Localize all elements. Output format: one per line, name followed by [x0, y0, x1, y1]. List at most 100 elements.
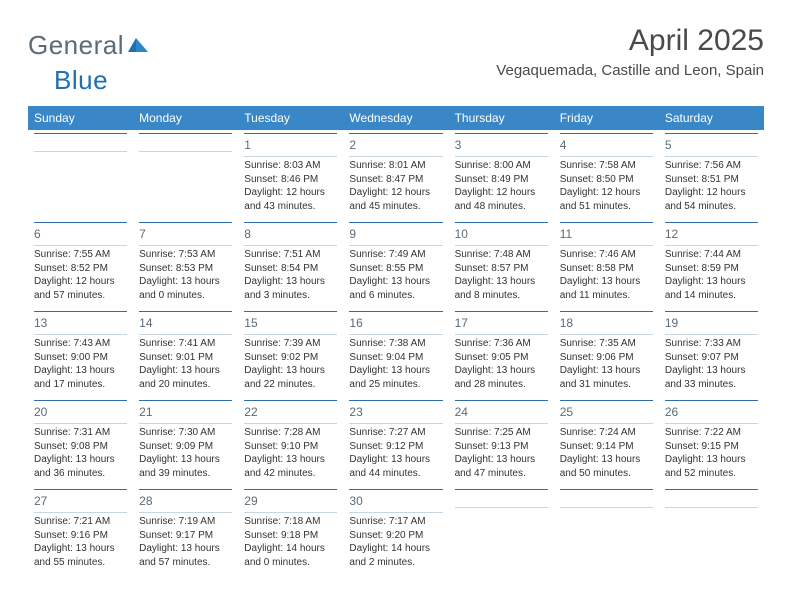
day2-text: and 39 minutes. — [139, 467, 232, 481]
day-number: 22 — [244, 405, 257, 419]
sunset-text: Sunset: 9:13 PM — [455, 440, 548, 454]
sunrise-text: Sunrise: 7:38 AM — [349, 337, 442, 351]
day-number: 12 — [665, 227, 678, 241]
calendar-cell: 13Sunrise: 7:43 AMSunset: 9:00 PMDayligh… — [28, 308, 133, 397]
day2-text: and 48 minutes. — [455, 200, 548, 214]
day-number: 1 — [244, 138, 251, 152]
sunset-text: Sunset: 8:46 PM — [244, 173, 337, 187]
calendar-cell: 16Sunrise: 7:38 AMSunset: 9:04 PMDayligh… — [343, 308, 448, 397]
sunrise-text: Sunrise: 7:48 AM — [455, 248, 548, 262]
sunrise-text: Sunrise: 8:01 AM — [349, 159, 442, 173]
calendar-cell — [449, 486, 554, 575]
calendar-week-row: 27Sunrise: 7:21 AMSunset: 9:16 PMDayligh… — [28, 486, 764, 575]
calendar-cell: 26Sunrise: 7:22 AMSunset: 9:15 PMDayligh… — [659, 397, 764, 486]
day2-text: and 45 minutes. — [349, 200, 442, 214]
sunrise-text: Sunrise: 8:03 AM — [244, 159, 337, 173]
day-number: 20 — [34, 405, 47, 419]
day2-text: and 52 minutes. — [665, 467, 758, 481]
sunset-text: Sunset: 9:14 PM — [560, 440, 653, 454]
sunset-text: Sunset: 9:06 PM — [560, 351, 653, 365]
day-number: 24 — [455, 405, 468, 419]
day2-text: and 36 minutes. — [34, 467, 127, 481]
day2-text: and 14 minutes. — [665, 289, 758, 303]
calendar-cell: 2Sunrise: 8:01 AMSunset: 8:47 PMDaylight… — [343, 130, 448, 219]
location-text: Vegaquemada, Castille and Leon, Spain — [496, 62, 764, 79]
calendar-cell: 1 Sunrise: 8:03 AMSunset: 8:46 PMDaylight… — [238, 130, 343, 219]
calendar-cell — [133, 130, 238, 219]
calendar-cell: 6Sunrise: 7:55 AMSunset: 8:52 PMDaylight… — [28, 219, 133, 308]
brand-word2: Blue — [54, 65, 108, 95]
day1-text: Daylight: 13 hours — [455, 453, 548, 467]
day1-text: Daylight: 13 hours — [34, 364, 127, 378]
day1-text: Daylight: 13 hours — [349, 275, 442, 289]
calendar-cell — [28, 130, 133, 219]
day2-text: and 0 minutes. — [244, 556, 337, 570]
calendar-cell: 22Sunrise: 7:28 AMSunset: 9:10 PMDayligh… — [238, 397, 343, 486]
sunset-text: Sunset: 9:17 PM — [139, 529, 232, 543]
weekday-header: Saturday — [659, 106, 764, 130]
sunset-text: Sunset: 8:49 PM — [455, 173, 548, 187]
sunrise-text: Sunrise: 7:39 AM — [244, 337, 337, 351]
day2-text: and 20 minutes. — [139, 378, 232, 392]
calendar-cell — [554, 486, 659, 575]
sunrise-text: Sunrise: 7:56 AM — [665, 159, 758, 173]
day1-text: Daylight: 13 hours — [349, 364, 442, 378]
day1-text: Daylight: 13 hours — [665, 275, 758, 289]
day1-text: Daylight: 13 hours — [244, 364, 337, 378]
day-number: 16 — [349, 316, 362, 330]
sunrise-text: Sunrise: 7:36 AM — [455, 337, 548, 351]
calendar-cell: 27Sunrise: 7:21 AMSunset: 9:16 PMDayligh… — [28, 486, 133, 575]
day1-text: Daylight: 12 hours — [244, 186, 337, 200]
sunrise-text: Sunrise: 7:53 AM — [139, 248, 232, 262]
weekday-header: Sunday — [28, 106, 133, 130]
day1-text: Daylight: 13 hours — [665, 364, 758, 378]
day2-text: and 28 minutes. — [455, 378, 548, 392]
day-number: 13 — [34, 316, 47, 330]
day2-text: and 6 minutes. — [349, 289, 442, 303]
day1-text: Daylight: 13 hours — [560, 275, 653, 289]
sunrise-text: Sunrise: 7:46 AM — [560, 248, 653, 262]
sunrise-text: Sunrise: 7:35 AM — [560, 337, 653, 351]
sunset-text: Sunset: 8:47 PM — [349, 173, 442, 187]
sunrise-text: Sunrise: 8:00 AM — [455, 159, 548, 173]
day-number: 2 — [349, 138, 356, 152]
day-number: 3 — [455, 138, 462, 152]
day2-text: and 31 minutes. — [560, 378, 653, 392]
brand-mark-icon — [128, 34, 150, 57]
day1-text: Daylight: 13 hours — [455, 275, 548, 289]
day-number: 6 — [34, 227, 41, 241]
sunset-text: Sunset: 9:00 PM — [34, 351, 127, 365]
day2-text: and 11 minutes. — [560, 289, 653, 303]
calendar-cell: 20Sunrise: 7:31 AMSunset: 9:08 PMDayligh… — [28, 397, 133, 486]
calendar-cell: 19Sunrise: 7:33 AMSunset: 9:07 PMDayligh… — [659, 308, 764, 397]
sunset-text: Sunset: 8:52 PM — [34, 262, 127, 276]
calendar-cell — [659, 486, 764, 575]
sunset-text: Sunset: 9:16 PM — [34, 529, 127, 543]
calendar-cell: 5Sunrise: 7:56 AMSunset: 8:51 PMDaylight… — [659, 130, 764, 219]
calendar-cell: 25Sunrise: 7:24 AMSunset: 9:14 PMDayligh… — [554, 397, 659, 486]
sunset-text: Sunset: 9:02 PM — [244, 351, 337, 365]
brand-word1: General — [28, 30, 124, 61]
day2-text: and 3 minutes. — [244, 289, 337, 303]
day1-text: Daylight: 13 hours — [244, 275, 337, 289]
sunrise-text: Sunrise: 7:31 AM — [34, 426, 127, 440]
sunset-text: Sunset: 9:10 PM — [244, 440, 337, 454]
sunrise-text: Sunrise: 7:41 AM — [139, 337, 232, 351]
day1-text: Daylight: 13 hours — [665, 453, 758, 467]
day2-text: and 8 minutes. — [455, 289, 548, 303]
calendar-week-row: 1Sunrise: 8:03 AMSunset: 8:46 PMDaylight… — [28, 130, 764, 219]
day1-text: Daylight: 13 hours — [560, 453, 653, 467]
sunset-text: Sunset: 9:09 PM — [139, 440, 232, 454]
day2-text: and 47 minutes. — [455, 467, 548, 481]
day-number: 4 — [560, 138, 567, 152]
day1-text: Daylight: 12 hours — [560, 186, 653, 200]
day2-text: and 0 minutes. — [139, 289, 232, 303]
day1-text: Daylight: 12 hours — [665, 186, 758, 200]
day-number: 28 — [139, 494, 152, 508]
sunrise-text: Sunrise: 7:18 AM — [244, 515, 337, 529]
calendar-cell: 17Sunrise: 7:36 AMSunset: 9:05 PMDayligh… — [449, 308, 554, 397]
sunset-text: Sunset: 8:55 PM — [349, 262, 442, 276]
calendar-cell: 29Sunrise: 7:18 AMSunset: 9:18 PMDayligh… — [238, 486, 343, 575]
calendar-cell: 23Sunrise: 7:27 AMSunset: 9:12 PMDayligh… — [343, 397, 448, 486]
day-number: 14 — [139, 316, 152, 330]
